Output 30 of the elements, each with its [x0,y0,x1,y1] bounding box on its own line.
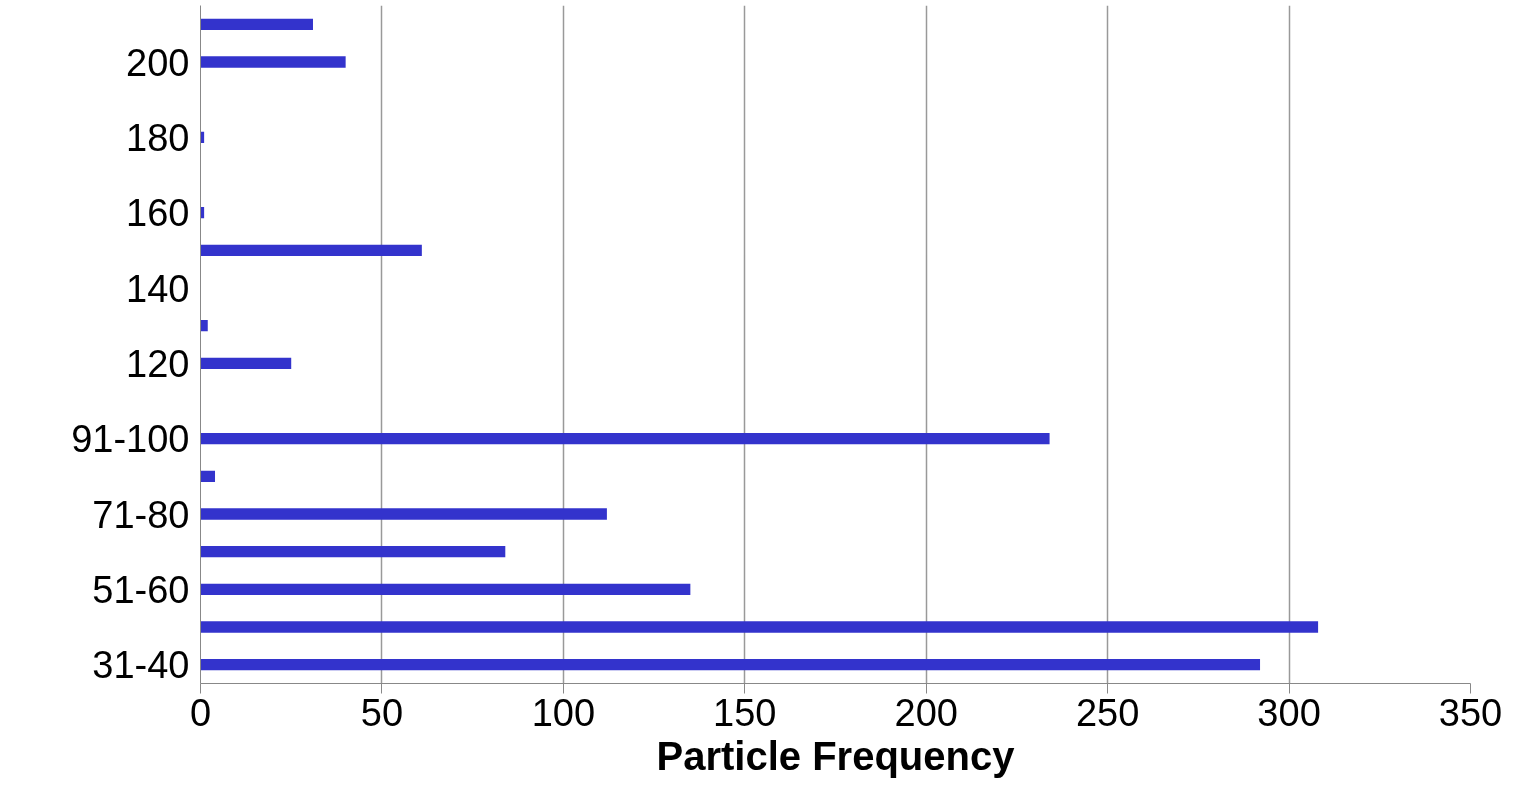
bar [200,18,313,30]
x-tick-label: 200 [894,691,958,734]
bar [200,433,1050,445]
y-tick-label: 31-40 [92,644,190,687]
y-tick-label: 160 [126,192,190,235]
x-tick-label: 250 [1075,691,1140,734]
bar [200,244,422,256]
bar [200,320,208,332]
x-tick-label: 0 [189,691,212,734]
y-tick-label: 180 [126,116,190,159]
bar [200,583,691,595]
y-tick-label: 120 [126,342,190,385]
x-tick-label: 300 [1257,691,1321,734]
bar [200,508,607,520]
x-tick-label: 50 [360,691,404,734]
y-tick-label: 140 [126,267,190,310]
x-tick-label: 100 [531,691,596,734]
bar [200,659,1261,671]
bar [200,621,1319,633]
x-tick-label: 150 [713,691,777,734]
y-tick-label: 91-100 [71,418,190,461]
bar [200,546,506,558]
bar [200,357,292,369]
bar [200,470,216,482]
y-tick-label: 200 [126,41,190,84]
x-tick-label: 350 [1438,691,1503,734]
bar [200,56,346,68]
x-axis-title: Particle Frequency [656,733,1016,778]
y-tick-label: 71-80 [92,493,190,536]
y-tick-label: 51-60 [92,568,190,611]
